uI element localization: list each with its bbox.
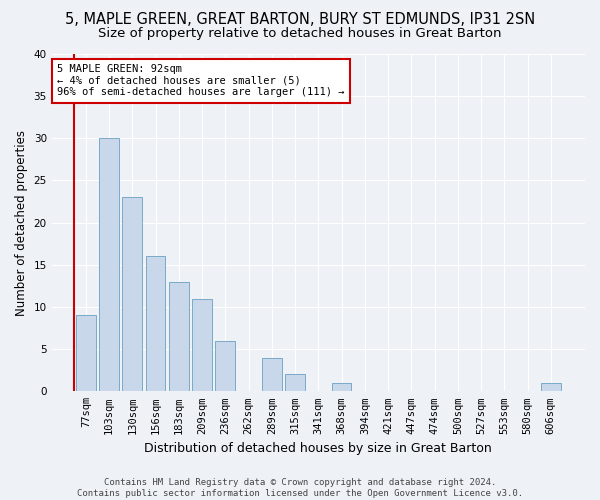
Bar [192, 298, 212, 392]
Text: Size of property relative to detached houses in Great Barton: Size of property relative to detached ho… [98, 28, 502, 40]
Y-axis label: Number of detached properties: Number of detached properties [15, 130, 28, 316]
Bar [122, 198, 142, 392]
Bar [99, 138, 119, 392]
Bar [146, 256, 166, 392]
Bar [332, 383, 352, 392]
Text: 5, MAPLE GREEN, GREAT BARTON, BURY ST EDMUNDS, IP31 2SN: 5, MAPLE GREEN, GREAT BARTON, BURY ST ED… [65, 12, 535, 28]
Bar [76, 316, 95, 392]
Bar [215, 340, 235, 392]
Text: 5 MAPLE GREEN: 92sqm
← 4% of detached houses are smaller (5)
96% of semi-detache: 5 MAPLE GREEN: 92sqm ← 4% of detached ho… [57, 64, 344, 98]
X-axis label: Distribution of detached houses by size in Great Barton: Distribution of detached houses by size … [145, 442, 492, 455]
Text: Contains HM Land Registry data © Crown copyright and database right 2024.
Contai: Contains HM Land Registry data © Crown c… [77, 478, 523, 498]
Bar [262, 358, 282, 392]
Bar [541, 383, 561, 392]
Bar [285, 374, 305, 392]
Bar [169, 282, 188, 392]
